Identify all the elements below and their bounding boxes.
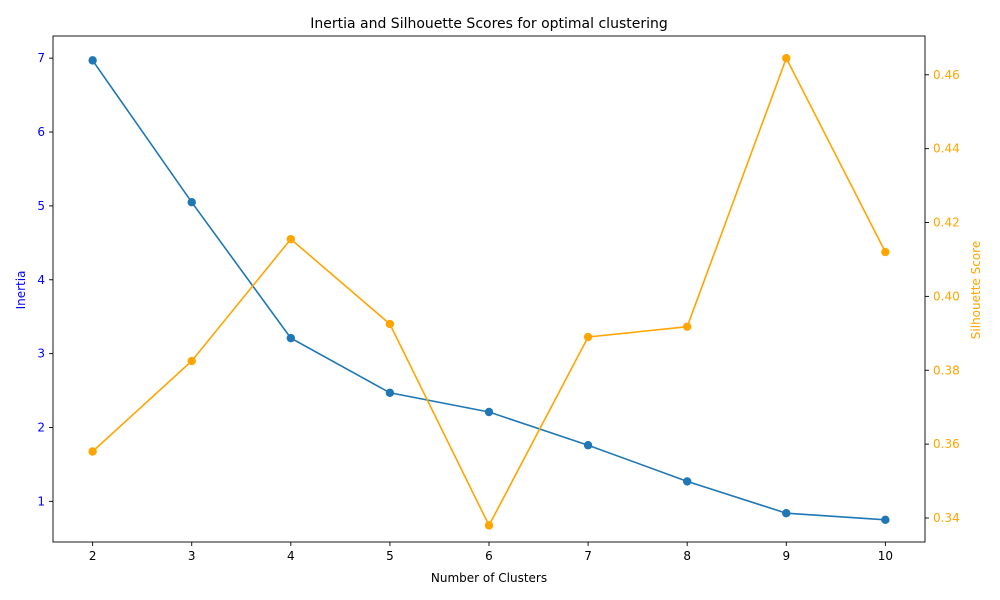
data-point-left xyxy=(583,441,593,450)
x-tick-label: 8 xyxy=(683,549,691,563)
x-tick-label: 6 xyxy=(485,549,493,563)
right-y-tick-label: 0.46 xyxy=(933,68,960,82)
data-point-right xyxy=(88,447,97,456)
data-point-right xyxy=(484,521,494,530)
x-tick-label: 10 xyxy=(878,549,893,563)
x-tick-label: 2 xyxy=(89,549,97,563)
data-point-right xyxy=(881,247,890,257)
data-point-left xyxy=(782,508,791,518)
x-tick-label: 3 xyxy=(188,549,196,563)
left-y-tick-label: 4 xyxy=(37,273,45,287)
x-axis-label: Number of Clusters xyxy=(431,571,547,585)
data-point-right xyxy=(187,356,196,366)
left-y-tick-label: 1 xyxy=(37,494,45,508)
x-tick-label: 9 xyxy=(782,549,790,563)
right-y-tick-label: 0.40 xyxy=(933,289,960,303)
data-point-left xyxy=(88,56,97,65)
data-point-left xyxy=(385,388,395,397)
x-tick-label: 7 xyxy=(584,549,592,563)
data-point-left xyxy=(187,198,196,207)
data-point-left xyxy=(484,407,494,417)
right-y-tick-label: 0.38 xyxy=(933,363,960,377)
data-point-right xyxy=(682,322,692,331)
x-tick-label: 5 xyxy=(386,549,394,563)
left-y-tick-label: 6 xyxy=(37,125,45,139)
left-y-tick-label: 3 xyxy=(37,347,45,361)
right-y-axis-label: Silhouette Score xyxy=(969,241,983,339)
chart-title: Inertia and Silhouette Scores for optima… xyxy=(310,16,668,32)
left-y-axis-label: Inertia xyxy=(14,271,28,310)
data-point-left xyxy=(286,333,296,343)
left-y-tick-label: 5 xyxy=(37,199,45,213)
data-point-right xyxy=(286,234,296,244)
data-point-right xyxy=(782,53,791,63)
left-y-tick-label: 7 xyxy=(37,51,45,65)
series-line-right xyxy=(92,56,887,528)
data-point-right xyxy=(385,319,395,329)
series-line-left xyxy=(91,59,886,521)
left-y-tick-label: 2 xyxy=(37,421,45,435)
right-y-tick-label: 0.44 xyxy=(933,142,960,156)
x-tick-label: 4 xyxy=(287,549,295,563)
plot-area: 2 3 4 5 6 7 8 9 10 1 2 3 4 5 6 7 0.34 0.36 0.38 0.40 0.42 0.4… xyxy=(37,35,960,563)
plot-frame xyxy=(52,35,926,543)
data-point-left xyxy=(881,515,890,525)
data-point-left xyxy=(682,477,692,486)
right-y-tick-label: 0.36 xyxy=(933,437,960,451)
right-y-tick-label: 0.42 xyxy=(933,216,960,230)
data-point-right xyxy=(583,332,593,342)
right-y-tick-label: 0.34 xyxy=(933,511,960,525)
